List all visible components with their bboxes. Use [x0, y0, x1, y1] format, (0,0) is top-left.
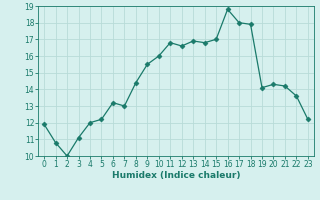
X-axis label: Humidex (Indice chaleur): Humidex (Indice chaleur)	[112, 171, 240, 180]
